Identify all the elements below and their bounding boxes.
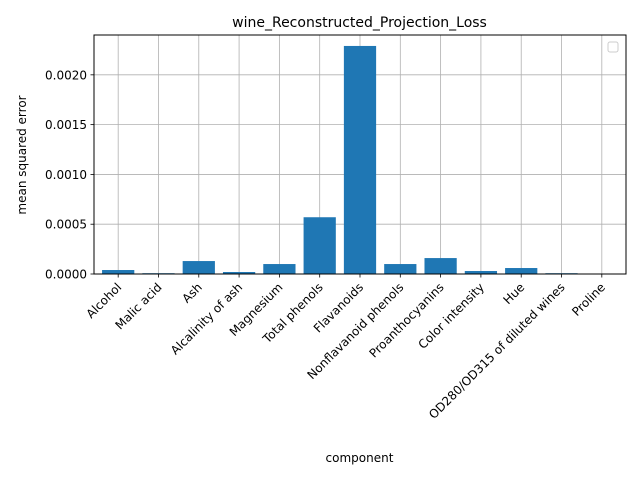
bar <box>303 217 336 274</box>
y-tick-label: 0.0020 <box>45 68 87 82</box>
bar <box>505 268 538 274</box>
x-axis-label: component <box>326 451 394 465</box>
bar <box>102 270 135 274</box>
y-tick-label: 0.0005 <box>45 218 87 232</box>
bar <box>343 45 377 275</box>
bar <box>464 271 498 274</box>
y-tick-label: 0.0015 <box>45 118 87 132</box>
y-tick-label: 0.0000 <box>45 268 87 282</box>
chart-title: wine_Reconstructed_Projection_Loss <box>232 15 487 31</box>
bar <box>263 264 296 274</box>
legend-box <box>607 41 619 53</box>
bar <box>424 258 457 274</box>
bar <box>222 272 256 274</box>
y-axis: 0.0000 0.0005 0.0010 0.0015 0.0020 <box>45 68 94 282</box>
bars <box>102 45 578 275</box>
y-axis-label: mean squared error <box>15 95 29 214</box>
y-tick-label: 0.0010 <box>45 168 87 182</box>
bar <box>384 264 417 274</box>
bar <box>182 261 215 274</box>
